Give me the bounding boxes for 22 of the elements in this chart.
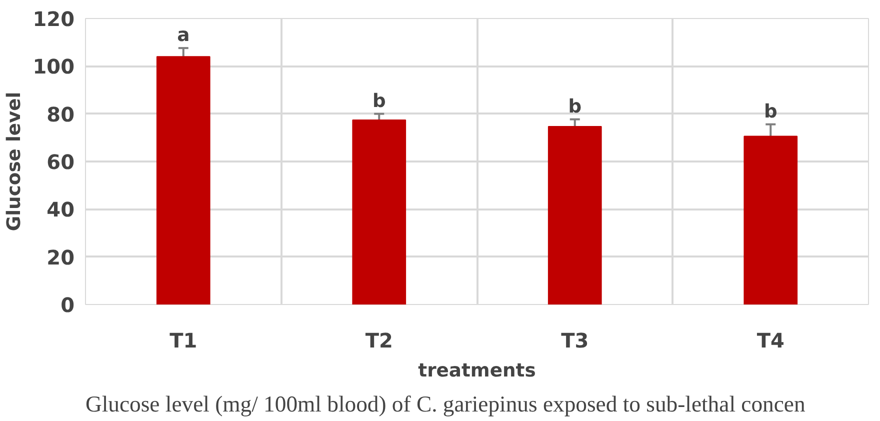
- x-tick-label: T3: [561, 328, 589, 352]
- annotation: b: [568, 96, 582, 118]
- annotation: b: [372, 90, 386, 112]
- y-tick-label: 100: [32, 54, 74, 79]
- y-tick-label: 40: [46, 198, 75, 222]
- x-tick-label: T4: [756, 328, 784, 352]
- bar: [352, 120, 406, 304]
- y-tick-label: 0: [60, 293, 75, 317]
- y-tick-label: 20: [46, 245, 75, 270]
- annotation: a: [177, 25, 190, 46]
- y-tick-label: 120: [32, 7, 74, 31]
- bar: [548, 126, 602, 304]
- y-tick-label: 60: [46, 150, 75, 174]
- x-axis-title: treatments: [418, 360, 536, 382]
- bar: [744, 136, 798, 304]
- text: Glucose level (mg/ 100ml blood) of C. gariepinus exposed to sub-lethal concen: [86, 392, 806, 416]
- x-tick-label: T2: [365, 328, 393, 352]
- y-axis-title: Glucose level: [4, 92, 25, 232]
- x-tick-label: T1: [170, 328, 198, 352]
- y-tick-label: 80: [46, 102, 75, 126]
- bar: [156, 56, 210, 304]
- annotation: b: [764, 101, 778, 122]
